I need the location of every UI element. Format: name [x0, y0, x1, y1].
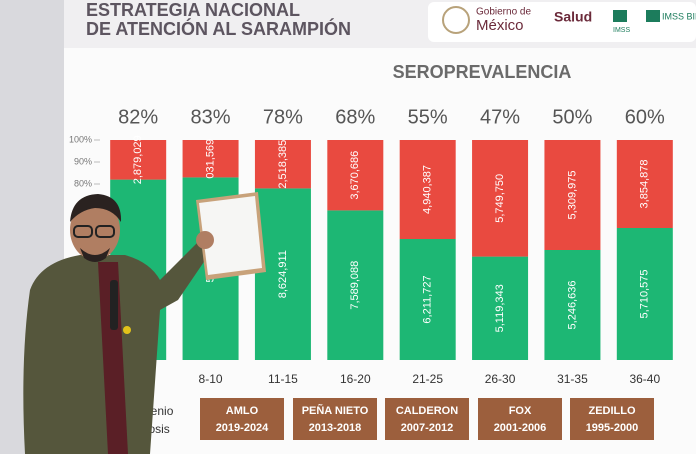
- shirt: [98, 262, 128, 454]
- value-label: 55%: [408, 106, 448, 128]
- period-name: AMLO: [226, 405, 259, 417]
- period-years: 2001-2006: [494, 422, 547, 434]
- segment-label: 2,879,029: [132, 135, 144, 184]
- bar-segment: [327, 210, 384, 360]
- y-tick-label: 90%: [74, 156, 92, 166]
- x-tick-label: 11-15: [268, 372, 298, 386]
- value-label: 83%: [191, 106, 231, 128]
- chart-title: SEROPREVALENCIA: [393, 62, 572, 82]
- segment-label: 8,624,911: [277, 250, 289, 298]
- bar-segment: [472, 256, 529, 360]
- bar-segment: [254, 188, 311, 360]
- y-tick-label: 80%: [74, 178, 92, 188]
- logo-icon: [613, 10, 627, 22]
- period-box: [385, 398, 469, 440]
- segment-label: 7,589,088: [349, 261, 361, 310]
- x-tick-label: 31-35: [557, 372, 588, 386]
- x-tick-label: 26-30: [485, 372, 516, 386]
- x-tick-label: 36-40: [629, 372, 660, 386]
- paper: [199, 196, 262, 275]
- bar-segment: [254, 140, 311, 189]
- logo-text: IMSS: [613, 27, 630, 34]
- segment-label: 3,670,686: [349, 151, 361, 200]
- header-title: DE ATENCIÓN AL SARAMPIÓN: [86, 18, 351, 39]
- logo-text: Gobierno de: [476, 7, 531, 18]
- bar-segment: [544, 250, 601, 360]
- logo-seal: [442, 6, 470, 34]
- hand: [196, 231, 214, 249]
- hair: [70, 194, 122, 222]
- segment-label: 5,119,343: [494, 284, 506, 332]
- period-name: PEÑA NIETO: [302, 404, 369, 417]
- segment-label: 5,309,975: [566, 171, 578, 220]
- header-title: ESTRATEGIA NACIONAL: [86, 0, 300, 20]
- x-tick-label: 8-10: [199, 372, 223, 386]
- bar-segment: [399, 140, 456, 239]
- segment-label: 3,854,878: [639, 160, 651, 209]
- bar-segment: [110, 140, 167, 180]
- value-label: 82%: [118, 106, 158, 128]
- segment-label: 2,518,385: [277, 140, 289, 189]
- period-box: [570, 398, 654, 440]
- microphone-tip: [123, 326, 131, 334]
- x-tick-label: 21-25: [412, 372, 443, 386]
- segment-label: 4,940,387: [422, 165, 434, 214]
- beard: [80, 248, 110, 262]
- logo-text: México: [476, 17, 524, 34]
- presenter: [23, 192, 266, 454]
- period-name: CALDERON: [396, 405, 458, 417]
- bar-segment: [616, 228, 673, 360]
- period-years: 2019-2024: [216, 422, 269, 434]
- period-name: FOX: [509, 405, 532, 417]
- bar-segment: [472, 140, 529, 257]
- bar-segment: [399, 239, 456, 360]
- segment-label: 031,569: [204, 139, 216, 179]
- period-box: [200, 398, 284, 440]
- chart: 80%90%100%42782%2,879,02975,37583%031,56…: [69, 106, 673, 386]
- period-years: 1995-2000: [586, 422, 639, 434]
- glasses: [73, 225, 93, 238]
- bar-segment: [327, 140, 384, 211]
- bar-segment: [544, 140, 601, 250]
- period-box: [293, 398, 377, 440]
- y-tick-label: 100%: [69, 134, 92, 144]
- value-label: 47%: [480, 106, 520, 128]
- value-label: 68%: [335, 106, 375, 128]
- logo-text: IMSS BIE: [662, 11, 696, 21]
- period-years: 2007-2012: [401, 422, 454, 434]
- value-label: 78%: [263, 106, 303, 128]
- period-years: 2013-2018: [309, 422, 362, 434]
- bar-segment: [616, 140, 673, 228]
- value-label: 50%: [552, 106, 592, 128]
- segment-label: 5,246,636: [566, 281, 578, 330]
- segment-label: 6,211,727: [422, 275, 434, 323]
- logo-icon: [646, 10, 660, 22]
- microphone: [110, 280, 118, 330]
- x-tick-label: 16-20: [340, 372, 371, 386]
- period-box: [478, 398, 562, 440]
- logo-box: [428, 2, 696, 42]
- bar-segment: [182, 140, 239, 178]
- segment-label: 5,710,575: [639, 270, 651, 319]
- period-name: ZEDILLO: [588, 405, 635, 417]
- logo-text: Salud: [554, 9, 592, 25]
- period-boxes: AMLO 2019-2024 PEÑA NIETO 2013-2018 CALDERON…: [200, 398, 654, 440]
- glasses: [95, 225, 115, 238]
- segment-label: 5,749,750: [494, 174, 506, 223]
- value-label: 60%: [625, 106, 665, 128]
